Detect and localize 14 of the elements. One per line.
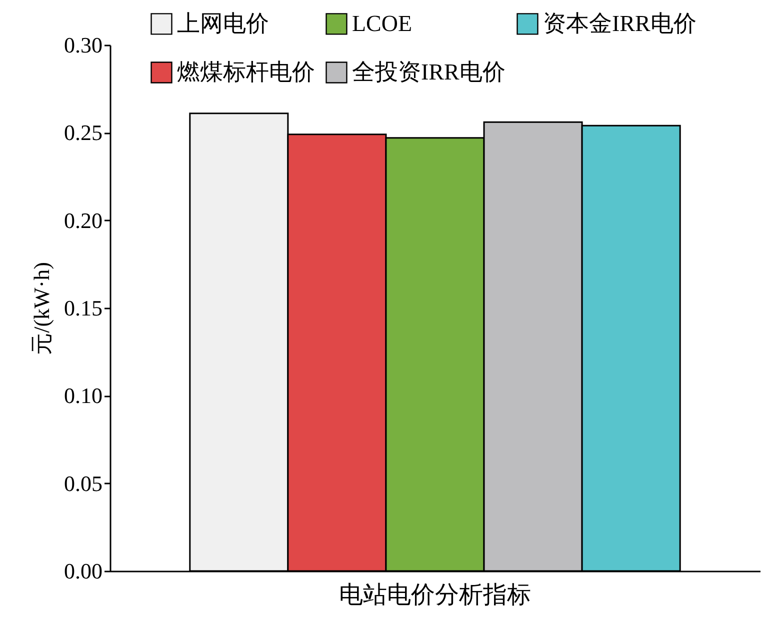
- y-tick-label: 0.25: [64, 120, 102, 146]
- y-tick-label: 0.30: [64, 32, 102, 58]
- legend-label: 资本金IRR电价: [543, 10, 696, 36]
- y-tick-label: 0.10: [64, 383, 102, 408]
- y-tick-label: 0.20: [64, 208, 102, 233]
- y-tick-label: 0.05: [64, 470, 102, 496]
- y-axis-title: 元/(kW·h): [29, 262, 54, 355]
- legend-label: LCOE: [352, 10, 412, 36]
- legend-label: 全投资IRR电价: [352, 60, 506, 84]
- y-tick-label: 0.15: [64, 296, 102, 320]
- y-tick-label: 0.00: [64, 558, 102, 584]
- legend-label: 燃煤标杆电价: [177, 60, 315, 84]
- legend-label: 上网电价: [177, 10, 269, 36]
- x-tick-label: 电站电价分析指标: [339, 582, 531, 608]
